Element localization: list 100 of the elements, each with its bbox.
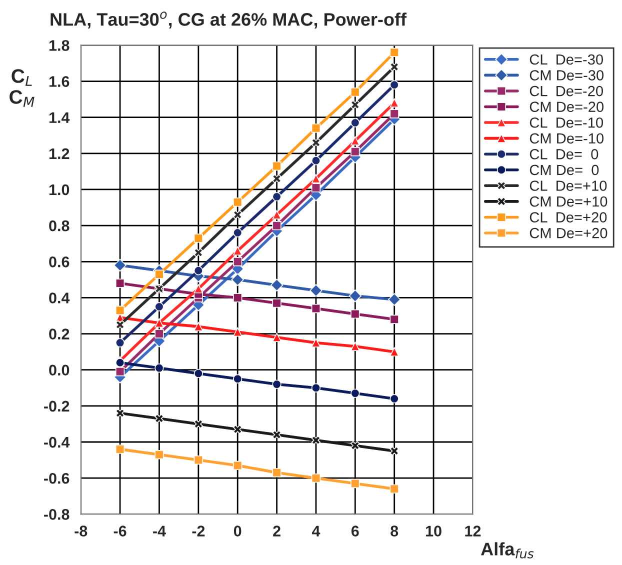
- point: [231, 273, 244, 286]
- point: [194, 368, 204, 378]
- point: [388, 293, 401, 306]
- y-tick-label: 0.4: [49, 292, 70, 304]
- legend-label: CL De=-10: [530, 117, 604, 128]
- point: [115, 358, 125, 368]
- legend-label: CM De=+20: [530, 228, 608, 238]
- point: [272, 174, 282, 184]
- point: [311, 436, 321, 445]
- chart-title: NLA, Tau=30$^{o}$, CG at 26% MAC, Power-off: [50, 12, 407, 28]
- point: [272, 192, 282, 202]
- point: [270, 278, 284, 292]
- point: [194, 234, 204, 243]
- point: [390, 62, 399, 72]
- point: [311, 183, 321, 192]
- y-tick-label: 1.0: [49, 184, 70, 196]
- point: [154, 302, 164, 312]
- point: [115, 306, 125, 315]
- point: [311, 338, 321, 348]
- x-tick-label: -2: [192, 526, 205, 536]
- legend-label: CL De=+10: [530, 180, 607, 191]
- y-axis-title: C$_{L}$ C$_{M}$: [10, 69, 34, 107]
- point: [350, 478, 360, 488]
- point: [272, 161, 282, 171]
- x-tick-label: -6: [114, 526, 126, 536]
- legend-label: CL De=-20: [530, 86, 604, 96]
- point: [154, 329, 164, 338]
- point: [311, 138, 321, 148]
- point: [194, 419, 204, 429]
- point: [311, 383, 321, 392]
- x-tick-label: 12: [465, 526, 481, 536]
- x-tick-label: -8: [74, 526, 88, 536]
- point: [272, 210, 282, 220]
- y-tick-label: 0.0: [49, 364, 70, 376]
- y-tick-label: 0.8: [49, 220, 70, 232]
- point: [194, 266, 204, 276]
- point: [115, 444, 125, 454]
- point: [390, 109, 399, 118]
- point: [272, 332, 282, 342]
- point: [350, 309, 360, 319]
- point: [311, 304, 321, 314]
- point: [115, 408, 125, 418]
- point: [390, 446, 399, 456]
- legend-label: CM De=+10: [530, 196, 608, 207]
- x-tick-label: 0: [234, 526, 242, 536]
- x-tick-label: 10: [426, 526, 442, 536]
- point: [350, 88, 360, 97]
- point: [233, 246, 242, 256]
- point: [233, 424, 242, 434]
- point: [350, 147, 360, 156]
- point: [233, 327, 242, 337]
- point: [311, 124, 321, 133]
- point: [390, 394, 399, 404]
- legend-label: CM De= 0: [530, 164, 599, 176]
- point: [390, 80, 399, 90]
- point: [350, 136, 360, 146]
- y-tick-label: -0.4: [44, 436, 70, 448]
- point: [390, 48, 399, 57]
- point: [194, 284, 204, 294]
- point: [311, 473, 321, 483]
- point: [350, 441, 360, 450]
- point: [114, 258, 126, 272]
- y-tick-label: 1.8: [49, 40, 70, 51]
- y-tick-label: -0.8: [44, 509, 70, 520]
- x-tick-label: -4: [153, 526, 166, 536]
- x-tick-label: 8: [390, 526, 398, 536]
- point: [390, 314, 399, 324]
- point: [154, 270, 164, 279]
- point: [272, 380, 282, 389]
- point: [272, 468, 282, 478]
- point: [350, 342, 360, 351]
- point: [194, 322, 204, 332]
- point: [115, 367, 125, 376]
- y-tick-label: 0.2: [49, 328, 70, 340]
- point: [272, 220, 282, 230]
- point: [310, 284, 322, 297]
- x-tick-label: 6: [351, 526, 359, 536]
- point: [154, 363, 164, 373]
- legend-label: CL De=-30: [530, 54, 604, 65]
- point: [154, 414, 164, 424]
- point: [233, 374, 242, 384]
- x-axis-title: Alfa$_{fus}$: [481, 542, 534, 558]
- point: [115, 320, 125, 330]
- point: [311, 156, 321, 166]
- point: [390, 484, 399, 494]
- point: [390, 98, 399, 108]
- x-tick-label: 4: [312, 526, 320, 536]
- legend-label: CM De=-20: [530, 102, 604, 112]
- y-tick-label: -0.2: [44, 400, 70, 412]
- legend-label: CM De=-30: [530, 70, 604, 80]
- point: [272, 298, 282, 308]
- point: [115, 338, 125, 348]
- point: [233, 460, 242, 470]
- point: [233, 198, 242, 207]
- point: [348, 290, 362, 302]
- point: [115, 278, 125, 288]
- y-tick-label: 1.4: [49, 112, 70, 123]
- point: [350, 100, 360, 110]
- point: [194, 248, 204, 258]
- y-tick-label: 0.6: [49, 256, 70, 268]
